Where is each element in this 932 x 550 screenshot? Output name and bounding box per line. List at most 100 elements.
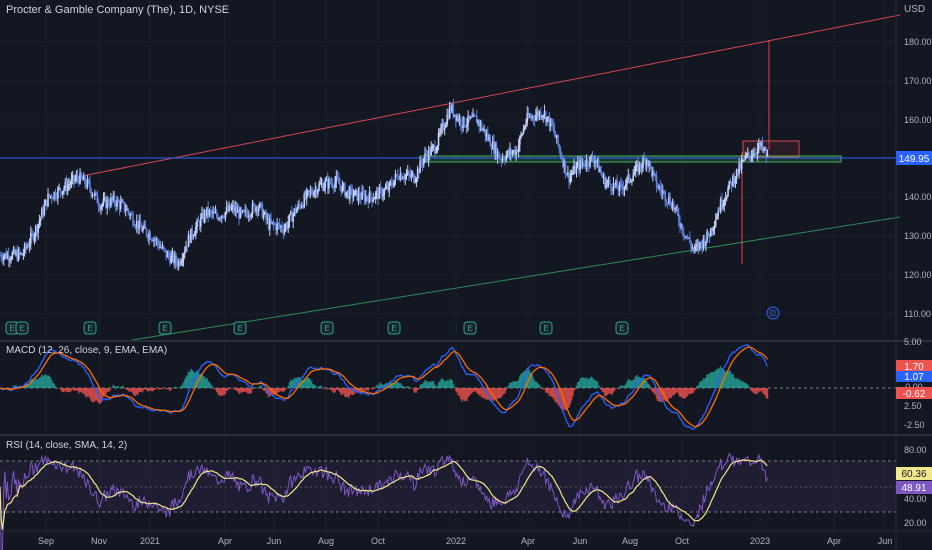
macd-hist-bar (261, 388, 264, 390)
candle-body (419, 160, 421, 174)
support-zone-rect[interactable] (419, 155, 842, 163)
macd-hist-bar (62, 388, 64, 393)
macd-hist-bar (623, 385, 626, 388)
macd-hist-bar (477, 388, 479, 394)
macd-hist-bar (248, 388, 250, 394)
candle-body (712, 227, 715, 232)
candle-body (644, 159, 647, 166)
macd-hist-bar (148, 388, 150, 391)
macd-hist-bar (121, 386, 123, 388)
candle-body (186, 246, 189, 248)
macd-hist-bar (485, 388, 488, 400)
candle-body (591, 156, 594, 161)
candle-body (517, 144, 520, 153)
candle-body (281, 226, 283, 230)
earnings-marker[interactable]: E (233, 321, 247, 335)
candle-body (298, 204, 301, 206)
earnings-marker[interactable]: E (158, 321, 172, 335)
price-tick-label: 130.00 (904, 231, 932, 241)
candle-body (753, 153, 755, 157)
macd-hist-bar (666, 388, 669, 402)
candle-body (341, 184, 344, 193)
macd-hist-bar (453, 386, 456, 388)
candle-body (762, 149, 765, 151)
price-axis[interactable]: 180.00170.00160.00150.00140.00130.00120.… (904, 37, 932, 319)
candle-body (326, 178, 329, 189)
macd-hist-bar (629, 380, 632, 388)
price-pane[interactable]: E E E E E E E E E ED (0, 14, 901, 341)
rsi-title[interactable]: RSI (14, close, SMA, 14, 2) (6, 440, 128, 451)
dividend-marker[interactable]: D (766, 306, 780, 320)
macd-hist-bar (390, 382, 393, 388)
candle-body (482, 129, 484, 131)
macd-hist-bar (100, 388, 102, 403)
candle-body (349, 187, 351, 200)
macd-hist-bar (727, 372, 729, 388)
earnings-marker[interactable]: E (83, 321, 97, 335)
rsi-ma-line (0, 459, 768, 530)
macd-hist-bar (500, 388, 503, 398)
candle-body (301, 205, 303, 208)
candle-body (547, 116, 549, 118)
macd-axis[interactable]: 5.00 2.50 -2.50 (904, 337, 925, 430)
macd-signal-tag: 1.70 (904, 362, 924, 373)
earnings-marker[interactable]: E (615, 321, 629, 335)
macd-hist-bar (478, 388, 480, 396)
candle-body (52, 198, 54, 200)
earnings-marker[interactable]: E (15, 321, 29, 335)
macd-title[interactable]: MACD (12, 26, close, 9, EMA, EMA) (6, 345, 168, 356)
earnings-marker[interactable]: E (387, 321, 401, 335)
time-tick-label: 2021 (140, 536, 160, 546)
macd-hist-bar (351, 388, 354, 396)
macd-hist-bar (533, 380, 536, 388)
earnings-marker[interactable]: E (320, 321, 334, 335)
candle-body (296, 208, 298, 213)
macd-hist-bar (87, 388, 90, 397)
candle-body (468, 115, 471, 119)
macd-hist-bar (581, 377, 584, 388)
rsi-pane[interactable] (0, 452, 896, 550)
macd-hist-bar (122, 385, 124, 388)
candle-body (447, 114, 450, 119)
candle-body (580, 160, 583, 164)
candle-body (648, 161, 650, 167)
macd-hist-bar (211, 385, 213, 388)
candle-body (579, 160, 582, 171)
earnings-marker[interactable]: E (539, 321, 553, 335)
candle-body (717, 211, 719, 217)
macd-hist-bar (220, 388, 223, 396)
macd-hist-bar (315, 387, 318, 388)
lower-trend-line[interactable] (131, 216, 901, 341)
candle-body (541, 116, 543, 118)
time-axis[interactable]: Sep Nov 2021 Apr Jun Aug Oct 2022 Apr Jun Aug Oct 20… (38, 536, 892, 546)
macd-hist-bar (655, 388, 658, 399)
candle-body (161, 246, 164, 249)
candle-body (510, 149, 513, 155)
upper-trend-line[interactable] (81, 14, 901, 177)
macd-hist-bar (388, 382, 391, 388)
macd-hist-bar (74, 388, 76, 391)
macd-hist-bar (54, 386, 57, 388)
macd-hist-bar (574, 388, 577, 390)
candle-body (340, 185, 343, 193)
symbol-title[interactable]: Procter & Gamble Company (The), 1D, NYSE (6, 4, 230, 16)
candle-body (297, 204, 299, 209)
candles[interactable] (0, 98, 769, 271)
macd-pane[interactable] (0, 344, 896, 430)
candle-body (131, 214, 133, 216)
macd-hist-bar (363, 388, 366, 391)
candle-body (435, 151, 437, 154)
candle-body (429, 149, 431, 156)
candle-body (360, 197, 362, 200)
candle-body (414, 181, 416, 183)
macd-hist-bar (426, 382, 429, 388)
macd-hist-bar (652, 388, 654, 393)
earnings-marker[interactable]: E (463, 321, 477, 335)
candle-body (594, 160, 596, 164)
macd-hist-bar (52, 382, 54, 388)
time-tick-label: Aug (318, 536, 334, 546)
rsi-axis[interactable]: 80.00 40.00 20.00 (904, 445, 927, 528)
macd-hist-bar (420, 384, 423, 388)
candle-body (546, 117, 548, 123)
